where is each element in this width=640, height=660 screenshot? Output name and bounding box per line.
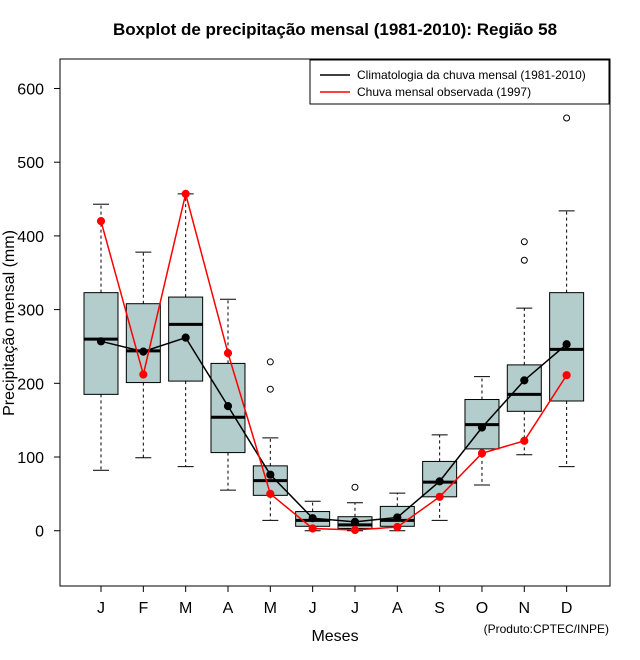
series-point [96,337,106,346]
series-line [100,336,568,523]
series [96,189,571,535]
series-point [139,370,148,379]
outlier-point [520,256,528,264]
y-tick-label: 500 [17,155,44,172]
box-iqr [506,364,542,412]
y-tick-label: 0 [35,524,44,541]
x-tick-label: J [351,600,359,617]
series-line [100,193,568,531]
series-climatologia [96,333,571,526]
y-tick-label: 600 [17,81,44,98]
series-point [562,340,571,349]
box-d-11 [549,114,585,468]
outlier-point [266,385,274,393]
series-point [393,513,402,522]
x-tick-label: J [97,600,105,617]
y-axis-label: Precipitação mensal (mm) [1,230,18,416]
boxes [83,114,585,532]
series-point [266,489,275,498]
series-point [520,436,529,445]
series-point [223,348,233,358]
box-m-2 [168,193,204,468]
x-tick-label: A [392,600,403,617]
series-point [435,492,444,501]
series-point [520,376,529,385]
series-point [562,371,571,380]
series-point [308,514,317,523]
x-tick-label: S [434,600,445,617]
y-axis: 0 100 200 300 400 500 600 [17,81,60,541]
series-point [435,477,444,486]
series-point [350,517,360,526]
series-point [223,402,233,411]
legend-entry-observada: Chuva mensal observada (1997) [357,85,531,99]
y-tick-label: 300 [17,303,44,320]
x-tick-label: D [561,600,573,617]
series-point [393,522,402,532]
x-tick-label: N [519,600,531,617]
series-point [181,189,190,198]
x-tick-label: F [138,600,148,617]
series-point [477,423,487,432]
y-tick-label: 100 [17,450,44,467]
plot-frame [59,58,611,587]
legend: Climatologia da chuva mensal (1981-2010)… [309,59,610,105]
box-n-10 [506,238,542,456]
box-f-1 [125,251,161,459]
series-point [181,333,190,342]
legend-box [309,59,610,105]
chart-title: Boxplot de precipitação mensal (1981-201… [113,20,557,39]
series-point [308,524,317,533]
outlier-point [266,358,274,366]
series-observada [96,189,571,535]
x-tick-label: J [309,600,317,617]
x-tick-label: M [179,600,192,617]
box-o-9 [464,376,500,486]
series-point [477,449,487,458]
y-tick-label: 200 [17,376,44,393]
credit-text: (Produto:CPTEC/INPE) [484,622,609,636]
box-iqr [125,303,161,384]
y-tick-label: 400 [17,229,44,246]
outlier-point [563,114,571,122]
x-axis-label: Meses [311,628,358,645]
x-tick-label: O [476,600,488,617]
x-tick-label: M [264,600,277,617]
outlier-point [520,238,528,246]
series-point [266,470,275,479]
x-tick-label: A [223,600,234,617]
series-point [350,525,360,535]
legend-entry-climatologia: Climatologia da chuva mensal (1981-2010) [357,68,586,82]
series-point [139,347,148,356]
outlier-point [351,483,359,491]
series-point [96,217,106,226]
